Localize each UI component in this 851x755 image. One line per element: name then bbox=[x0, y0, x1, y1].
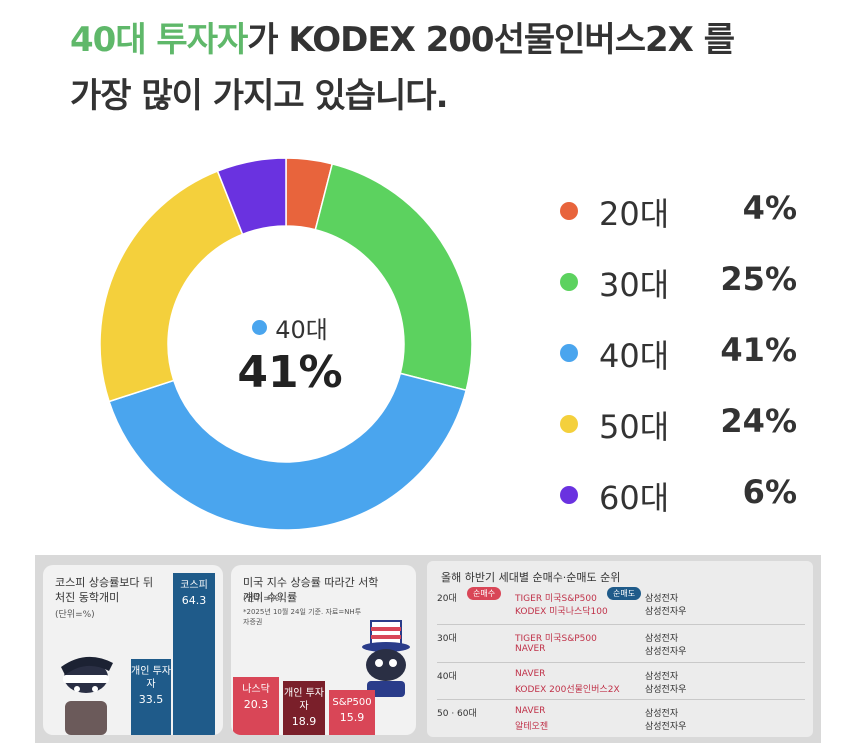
legend-item: 30대 25% bbox=[555, 251, 810, 322]
legend-label: 60대 bbox=[599, 479, 670, 517]
headline-line2: 가장 많이 가지고 있습니다. bbox=[70, 76, 449, 116]
bar-individual-label: 개인 투자자 bbox=[131, 666, 171, 690]
us-card-unit: (단위=%) bbox=[243, 594, 283, 604]
table-sell-item: 삼성전자 bbox=[645, 672, 679, 682]
legend-label: 50대 bbox=[599, 408, 670, 446]
legend-value: 24% bbox=[720, 402, 797, 440]
table-sell-item: 삼성전자 bbox=[645, 709, 679, 719]
legend-value: 6% bbox=[742, 473, 797, 511]
headline-highlight: 40대 투자자 bbox=[70, 20, 248, 60]
legend-label: 30대 bbox=[599, 266, 670, 304]
table-age: 20대 bbox=[437, 594, 457, 604]
legend-value: 25% bbox=[720, 260, 797, 298]
center-value: 41% bbox=[237, 347, 343, 398]
legend-item: 50대 24% bbox=[555, 393, 810, 464]
bar-kospi-value: 64.3 bbox=[181, 594, 207, 607]
us-index-card: 미국 지수 상승률 따라간 서학개미 수익률 (단위=%) *2025년 10월… bbox=[231, 565, 416, 735]
legend-label: 40대 bbox=[599, 337, 670, 375]
bar-individual-investor: 개인 투자자 33.5 bbox=[131, 659, 171, 735]
us-card-title: 미국 지수 상승률 따라간 서학개미 수익률 bbox=[243, 576, 379, 604]
bar-nasdaq-label: 나스닥 bbox=[242, 684, 270, 695]
table-sell-item: 삼성전자우 bbox=[645, 647, 687, 657]
legend-label: 20대 bbox=[599, 195, 670, 233]
bar-nasdaq: 나스닥 20.3 bbox=[233, 677, 279, 735]
legend-dot bbox=[560, 344, 578, 362]
center-dot bbox=[252, 320, 268, 335]
table-age: 30대 bbox=[437, 634, 457, 644]
table-buy-item: TIGER 미국S&P500 bbox=[515, 634, 597, 644]
table-buy-item: TIGER 미국S&P500 bbox=[515, 594, 597, 604]
bar-us-individual-value: 18.9 bbox=[291, 715, 317, 728]
table-buy-item: 알테오젠 bbox=[515, 722, 549, 732]
table-buy-item: NAVER bbox=[515, 706, 546, 716]
legend-dot bbox=[560, 415, 578, 433]
ranking-table-card: 올해 하반기 세대별 순매수·순매도 순위 20대 순매수 순매도 TIGER 미국S… bbox=[427, 561, 813, 737]
bar-individual-value: 33.5 bbox=[138, 693, 164, 706]
kospi-card: 코스피 상승률보다 뒤처진 동학개미 (단위=%) 개인 투자자 33.5 코스… bbox=[43, 565, 223, 735]
table-sell-item: 삼성전자우 bbox=[645, 607, 687, 617]
legend-dot bbox=[560, 486, 578, 504]
bar-kospi-label: 코스피 bbox=[180, 580, 208, 591]
table-sell-item: 삼성전자우 bbox=[645, 685, 687, 695]
donut-slice-50대 bbox=[100, 170, 244, 403]
donut-center-label: 40대 41% bbox=[205, 310, 375, 398]
legend: 20대 4% 30대 25% 40대 41% 50대 24% 60대 6% bbox=[555, 180, 810, 535]
table-buy-item: KODEX 200선물인버스2X bbox=[515, 685, 620, 695]
buy-pill: 순매수 bbox=[467, 587, 502, 600]
bar-us-individual: 개인 투자자 18.9 bbox=[283, 681, 325, 735]
sell-pill: 순매도 bbox=[607, 587, 642, 600]
bar-nasdaq-value: 20.3 bbox=[243, 698, 269, 711]
legend-value: 4% bbox=[742, 189, 797, 227]
table-buy-item: NAVER bbox=[515, 644, 546, 654]
table-sell-item: 삼성전자 bbox=[645, 634, 679, 644]
table-sell-item: 삼성전자우 bbox=[645, 722, 687, 732]
legend-dot bbox=[560, 202, 578, 220]
ranking-table-title: 올해 하반기 세대별 순매수·순매도 순위 bbox=[441, 571, 621, 584]
headline: 40대 투자자가 KODEX 200선물인버스2X 를 가장 많이 가지고 있습… bbox=[70, 12, 840, 124]
table-buy-item: KODEX 미국나스닥100 bbox=[515, 607, 608, 617]
table-age: 40대 bbox=[437, 672, 457, 682]
donut-chart bbox=[100, 158, 472, 530]
ant-mascot-uncle-sam-icon bbox=[362, 620, 410, 697]
headline-line1: 가 KODEX 200선물인버스2X 를 bbox=[247, 20, 735, 60]
bar-kospi: 코스피 64.3 bbox=[173, 573, 215, 735]
ant-mascot-sad-icon bbox=[61, 656, 113, 735]
legend-value: 41% bbox=[720, 331, 797, 369]
legend-item: 60대 6% bbox=[555, 464, 810, 535]
table-row: 20대 순매수 순매도 TIGER 미국S&P500 KODEX 미국나스닥100 삼성전… bbox=[437, 585, 805, 623]
donut-slice-30대 bbox=[314, 162, 472, 392]
legend-item: 40대 41% bbox=[555, 322, 810, 393]
donut-slice-60대 bbox=[216, 158, 287, 236]
legend-dot bbox=[560, 273, 578, 291]
bar-sp500-label: S&P500 bbox=[332, 697, 372, 708]
bar-sp500-value: 15.9 bbox=[339, 711, 365, 724]
table-sell-item: 삼성전자 bbox=[645, 594, 679, 604]
table-buy-item: NAVER bbox=[515, 669, 546, 679]
table-age: 50 · 60대 bbox=[437, 709, 477, 719]
news-graphic-strip: 코스피 상승률보다 뒤처진 동학개미 (단위=%) 개인 투자자 33.5 코스… bbox=[35, 555, 821, 743]
donut-slice-40대 bbox=[108, 372, 468, 530]
kospi-card-title: 코스피 상승률보다 뒤처진 동학개미 bbox=[55, 576, 154, 604]
us-card-note: *2025년 10월 24일 기준. 자료=NH투자증권 bbox=[243, 608, 362, 626]
bar-sp500: S&P500 15.9 bbox=[329, 690, 375, 735]
center-category: 40대 bbox=[275, 316, 328, 344]
legend-item: 20대 4% bbox=[555, 180, 810, 251]
kospi-card-unit: (단위=%) bbox=[55, 610, 95, 620]
bar-us-individual-label: 개인 투자자 bbox=[284, 688, 324, 712]
